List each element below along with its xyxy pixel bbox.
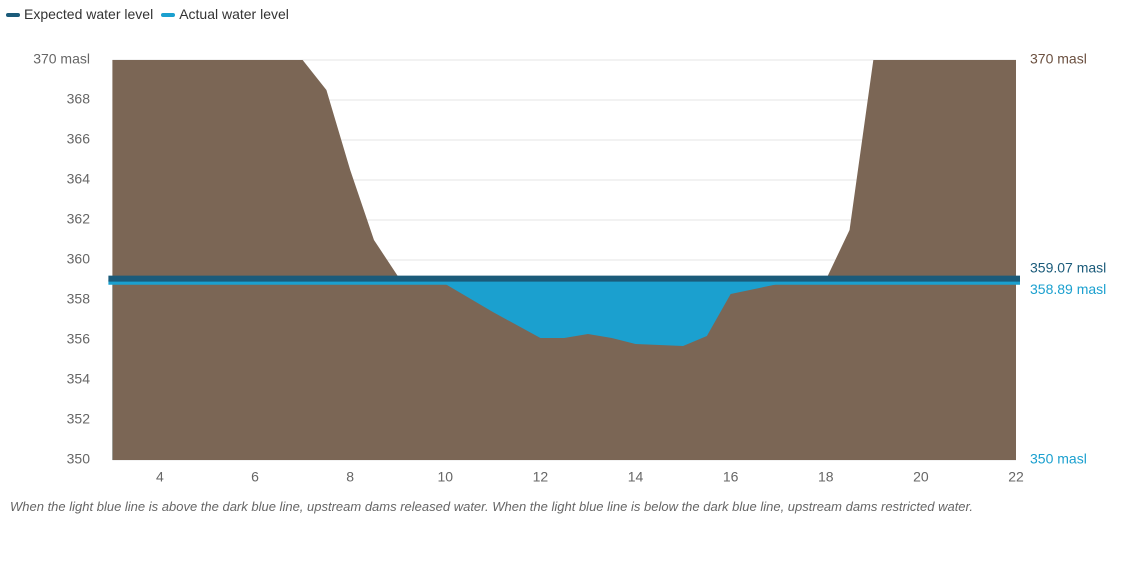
- legend-item[interactable]: Actual water level: [161, 6, 289, 22]
- y-tick-label: 356: [67, 331, 91, 347]
- x-tick-label: 18: [818, 469, 834, 485]
- legend-label: Expected water level: [24, 6, 154, 22]
- y-tick-label: 362: [67, 211, 91, 227]
- y-tick-label: 354: [67, 371, 91, 387]
- legend-label: Actual water level: [179, 6, 289, 22]
- terrain-area: [112, 60, 1016, 460]
- y-tick-label: 350: [67, 451, 91, 467]
- y-tick-label: 352: [67, 411, 91, 427]
- x-tick-label: 8: [346, 469, 354, 485]
- x-tick-label: 14: [628, 469, 644, 485]
- legend-swatch: [161, 13, 176, 18]
- x-tick-label: 22: [1008, 469, 1024, 485]
- legend: Expected water level Actual water level: [6, 6, 289, 22]
- legend-item[interactable]: Expected water level: [6, 6, 153, 22]
- y-tick-label: 370 masl: [33, 51, 90, 67]
- y2-tick-label: 370 masl: [1030, 51, 1087, 67]
- x-tick-label: 16: [723, 469, 739, 485]
- x-tick-label: 12: [533, 469, 549, 485]
- note: When the light blue line is above the da…: [10, 499, 973, 514]
- y-tick-label: 368: [67, 91, 91, 107]
- x-tick-label: 20: [913, 469, 929, 485]
- y-tick-label: 360: [67, 251, 91, 267]
- y-tick-label: 358: [67, 291, 91, 307]
- y-tick-label: 364: [67, 171, 91, 187]
- y2-tick-label: 358.89 masl: [1030, 281, 1106, 297]
- y-tick-label: 366: [67, 131, 91, 147]
- y2-tick-label: 350 masl: [1030, 451, 1087, 467]
- x-tick-label: 10: [438, 469, 454, 485]
- legend-swatch: [6, 13, 20, 18]
- y2-tick-label: 359.07 masl: [1030, 259, 1106, 275]
- chart: 350 352 354 356 358 360 362 364 366 368 370 masl 4 6…: [33, 51, 1106, 485]
- x-tick-label: 6: [251, 469, 259, 485]
- x-tick-label: 4: [156, 469, 164, 485]
